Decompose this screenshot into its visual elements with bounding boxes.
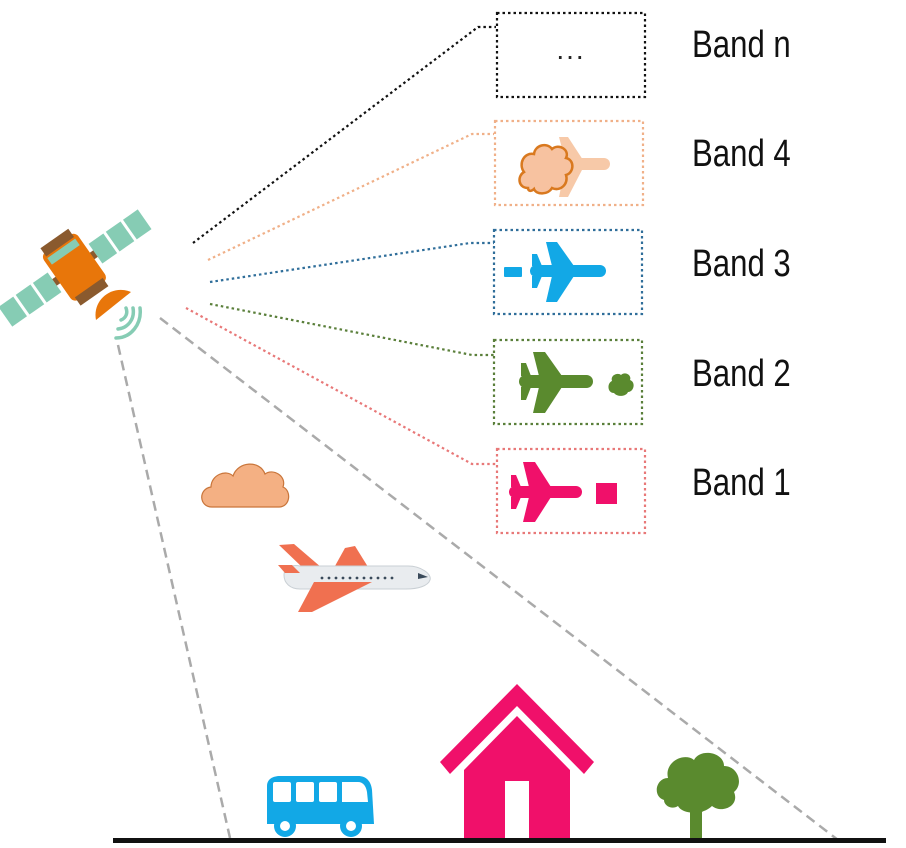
band-n-label: Band n: [692, 24, 791, 66]
satellite-icon: [0, 209, 152, 327]
connector-band-3: [209, 241, 494, 284]
bus-icon: [267, 776, 374, 837]
band-n-box: [495, 11, 647, 99]
band-3-plane-icon: [530, 242, 606, 302]
band-connectors: [185, 25, 496, 466]
band-boxes: [492, 11, 647, 535]
band-2-content: [519, 352, 634, 413]
band-4-box: [493, 119, 645, 207]
band-1-label: Band 1: [692, 462, 791, 504]
band-4-cloud-icon: [518, 143, 574, 195]
connector-band-2: [209, 302, 494, 357]
connector-band-n: [192, 25, 496, 244]
cloud-icon: [201, 463, 290, 508]
band-n-ellipsis: ...: [556, 34, 586, 65]
tree-icon: [656, 752, 739, 838]
band-3-box: [492, 228, 644, 316]
connector-band-1: [185, 307, 496, 466]
airplane-icon: [278, 544, 431, 612]
band-2-label: Band 2: [692, 353, 791, 395]
band-3-dash: [504, 267, 522, 277]
ground-line: [113, 838, 886, 843]
band-3-content: [504, 242, 606, 302]
band-2-box: [492, 338, 644, 426]
band-2-plane-icon: [519, 352, 593, 413]
band-4-label: Band 4: [692, 133, 791, 175]
signal-waves-icon: [114, 306, 142, 340]
field-of-view-lines: [116, 317, 839, 841]
band-4-content: [518, 137, 610, 197]
band-1-content: [509, 462, 617, 522]
band-1-box: [495, 447, 647, 535]
band-1-plane-icon: [509, 462, 582, 522]
satellite-dish: [95, 289, 131, 320]
house-icon: [440, 684, 594, 838]
band-1-square: [596, 483, 617, 504]
band-3-label: Band 3: [692, 243, 791, 285]
connector-band-4: [207, 132, 494, 261]
band-2-tree-icon: [608, 373, 634, 396]
